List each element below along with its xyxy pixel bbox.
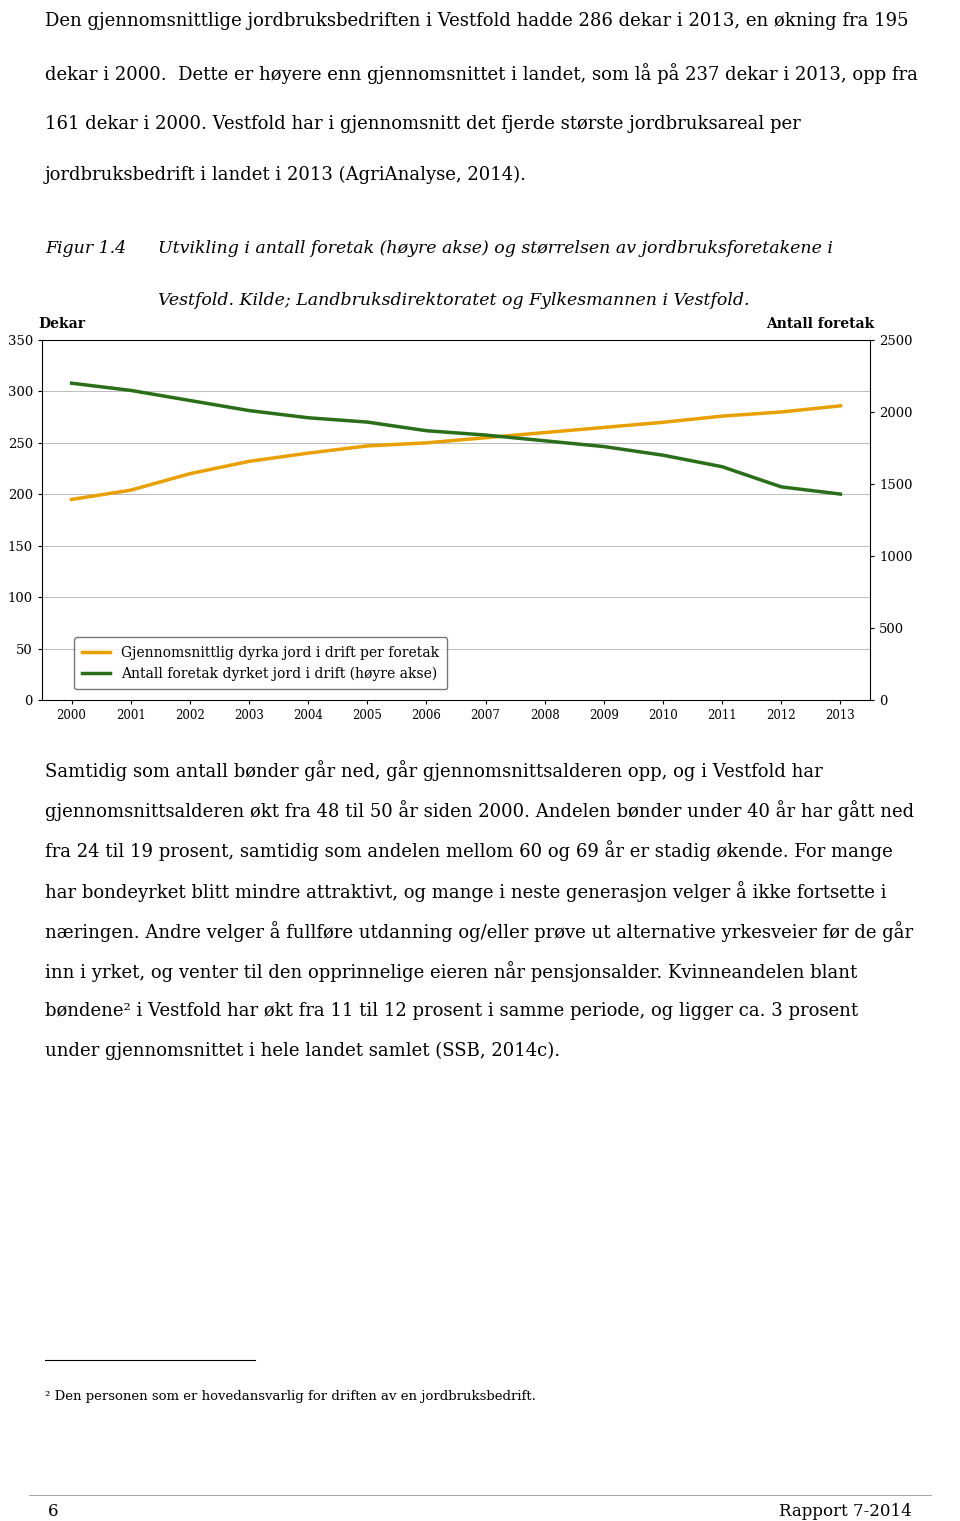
Text: under gjennomsnittet i hele landet samlet (SSB, 2014c).: under gjennomsnittet i hele landet samle… <box>45 1042 560 1060</box>
Text: Rapport 7-2014: Rapport 7-2014 <box>780 1503 912 1519</box>
Legend: Gjennomsnittlig dyrka jord i drift per foretak, Antall foretak dyrket jord i dri: Gjennomsnittlig dyrka jord i drift per f… <box>74 637 447 689</box>
Text: inn i yrket, og venter til den opprinnelige eieren når pensjonsalder. Kvinneande: inn i yrket, og venter til den opprinnel… <box>45 961 857 983</box>
Text: 6: 6 <box>48 1503 59 1519</box>
Text: Vestfold. Kilde; Landbruksdirektoratet og Fylkesmannen i Vestfold.: Vestfold. Kilde; Landbruksdirektoratet o… <box>158 292 750 309</box>
Text: Den gjennomsnittlige jordbruksbedriften i Vestfold hadde 286 dekar i 2013, en øk: Den gjennomsnittlige jordbruksbedriften … <box>45 12 908 30</box>
Text: fra 24 til 19 prosent, samtidig som andelen mellom 60 og 69 år er stadig økende.: fra 24 til 19 prosent, samtidig som ande… <box>45 841 893 861</box>
Text: Samtidig som antall bønder går ned, går gjennomsnittsalderen opp, og i Vestfold : Samtidig som antall bønder går ned, går … <box>45 760 823 780</box>
Text: Dekar: Dekar <box>37 316 84 332</box>
Text: Antall foretak: Antall foretak <box>766 316 875 332</box>
Text: gjennomsnittsalderen økt fra 48 til 50 år siden 2000. Andelen bønder under 40 år: gjennomsnittsalderen økt fra 48 til 50 å… <box>45 800 914 821</box>
Text: bøndene² i Vestfold har økt fra 11 til 12 prosent i samme periode, og ligger ca.: bøndene² i Vestfold har økt fra 11 til 1… <box>45 1001 858 1019</box>
Text: har bondeyrket blitt mindre attraktivt, og mange i neste generasjon velger å ikk: har bondeyrket blitt mindre attraktivt, … <box>45 881 886 902</box>
Text: ² Den personen som er hovedansvarlig for driften av en jordbruksbedrift.: ² Den personen som er hovedansvarlig for… <box>45 1390 536 1402</box>
Text: dekar i 2000.  Dette er høyere enn gjennomsnittet i landet, som lå på 237 dekar : dekar i 2000. Dette er høyere enn gjenno… <box>45 64 918 84</box>
Text: jordbruksbedrift i landet i 2013 (AgriAnalyse, 2014).: jordbruksbedrift i landet i 2013 (AgriAn… <box>45 166 527 184</box>
Text: Figur 1.4: Figur 1.4 <box>45 240 126 257</box>
Text: Utvikling i antall foretak (høyre akse) og størrelsen av jordbruksforetakene i: Utvikling i antall foretak (høyre akse) … <box>158 240 833 257</box>
Text: 161 dekar i 2000. Vestfold har i gjennomsnitt det fjerde største jordbruksareal : 161 dekar i 2000. Vestfold har i gjennom… <box>45 114 801 132</box>
Text: næringen. Andre velger å fullføre utdanning og/eller prøve ut alternative yrkesv: næringen. Andre velger å fullføre utdann… <box>45 922 913 941</box>
